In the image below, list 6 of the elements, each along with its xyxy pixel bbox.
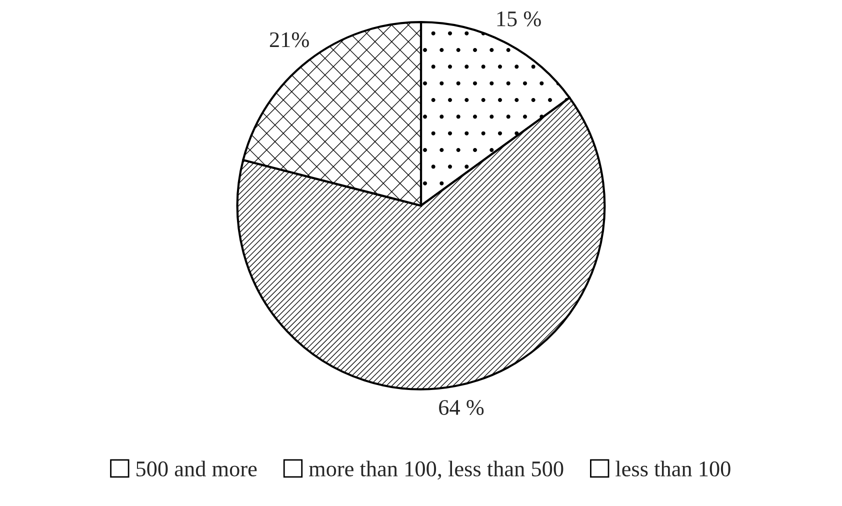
data-label: 15 % [497, 11, 541, 26]
data-label: 21% [270, 32, 309, 48]
data-label: 64 % [439, 400, 484, 416]
legend-label: more than 100, less than 500 [309, 460, 564, 480]
legend-label: less than 100 [616, 460, 730, 476]
legend-label: 500 and more [136, 460, 257, 476]
